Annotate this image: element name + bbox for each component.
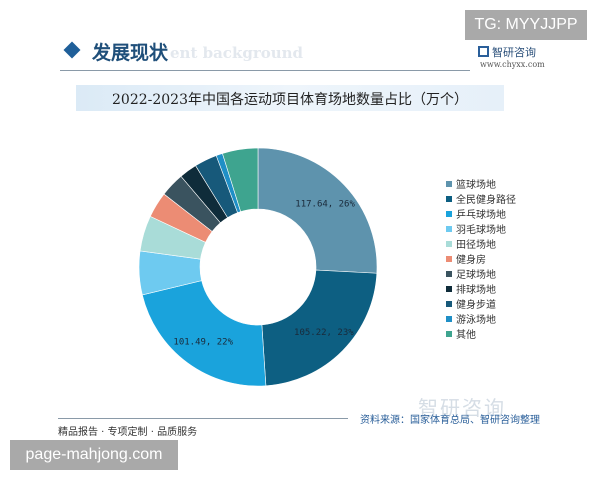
data-label: 105.22, 23% xyxy=(294,328,354,338)
source-note: 资料来源：国家体育总局、智研咨询整理 xyxy=(360,415,540,426)
legend-label: 田径场地 xyxy=(456,240,496,251)
legend-swatch xyxy=(446,301,452,307)
watermark-top: TG: MYYJJPP xyxy=(465,10,587,40)
legend-swatch xyxy=(446,226,452,232)
legend-label: 篮球场地 xyxy=(456,180,496,191)
watermark-bottom: page-mahjong.com xyxy=(10,440,178,470)
legend-label: 其他 xyxy=(456,330,476,341)
legend-swatch xyxy=(446,286,452,292)
legend-label: 足球场地 xyxy=(456,270,496,281)
legend-label: 健身步道 xyxy=(456,300,496,311)
legend-swatch xyxy=(446,211,452,217)
logo-watermark: 智研咨询 xyxy=(418,396,506,420)
data-label: 101.49, 22% xyxy=(173,338,233,348)
legend-item: 健身步道 xyxy=(446,298,516,313)
legend-swatch xyxy=(446,241,452,247)
chart-title: 2022-2023年中国各运动项目体育场地数量占比（万个） xyxy=(112,92,468,108)
legend-item: 田径场地 xyxy=(446,238,516,253)
chart-legend: 篮球场地全民健身路径 乒乓球场地羽毛球场地田径场地健身房足球场地排球场地健身步道游… xyxy=(446,178,516,343)
legend-label: 全民健身路径 xyxy=(456,195,516,206)
legend-item: 健身房 xyxy=(446,253,516,268)
donut-slice-1 xyxy=(257,147,378,274)
legend-item: 羽毛球场地 xyxy=(446,223,516,238)
slogan: 精品报告 · 专项定制 · 品质服务 xyxy=(58,427,198,438)
legend-item: 篮球场地 xyxy=(446,178,516,193)
data-label: 117.64, 26% xyxy=(295,199,355,209)
legend-swatch xyxy=(446,316,452,322)
legend-label: 排球场地 xyxy=(456,285,496,296)
legend-swatch xyxy=(446,271,452,277)
legend-swatch xyxy=(446,331,452,337)
ghost-subtitle: ent background xyxy=(170,44,304,62)
logo-text: 智研咨询 xyxy=(492,46,536,59)
header-divider xyxy=(60,70,470,71)
brand-logo: 智研咨询 xyxy=(478,44,536,60)
legend-item: 其他 xyxy=(446,328,516,343)
title-bar xyxy=(76,85,504,111)
legend-item: 排球场地 xyxy=(446,283,516,298)
legend-item: 乒乓球场地 xyxy=(446,208,516,223)
logo-icon xyxy=(478,46,489,57)
legend-label: 游泳场地 xyxy=(456,315,496,326)
footer-divider xyxy=(58,418,348,419)
legend-item: 足球场地 xyxy=(446,268,516,283)
legend-item: 全民健身路径 xyxy=(446,193,516,208)
legend-label: 乒乓球场地 xyxy=(456,210,506,221)
legend-label: 羽毛球场地 xyxy=(456,225,506,236)
donut-slice-3 xyxy=(141,280,267,387)
donut-slice-2 xyxy=(261,269,378,387)
legend-swatch xyxy=(446,256,452,262)
legend-item: 游泳场地 xyxy=(446,313,516,328)
legend-swatch xyxy=(446,181,452,187)
legend-label: 健身房 xyxy=(456,255,486,266)
donut-slice-11 xyxy=(222,147,259,213)
legend-swatch xyxy=(446,196,452,202)
section-title: 发展现状 xyxy=(92,42,169,64)
logo-url: www.chyxx.com xyxy=(480,60,545,69)
